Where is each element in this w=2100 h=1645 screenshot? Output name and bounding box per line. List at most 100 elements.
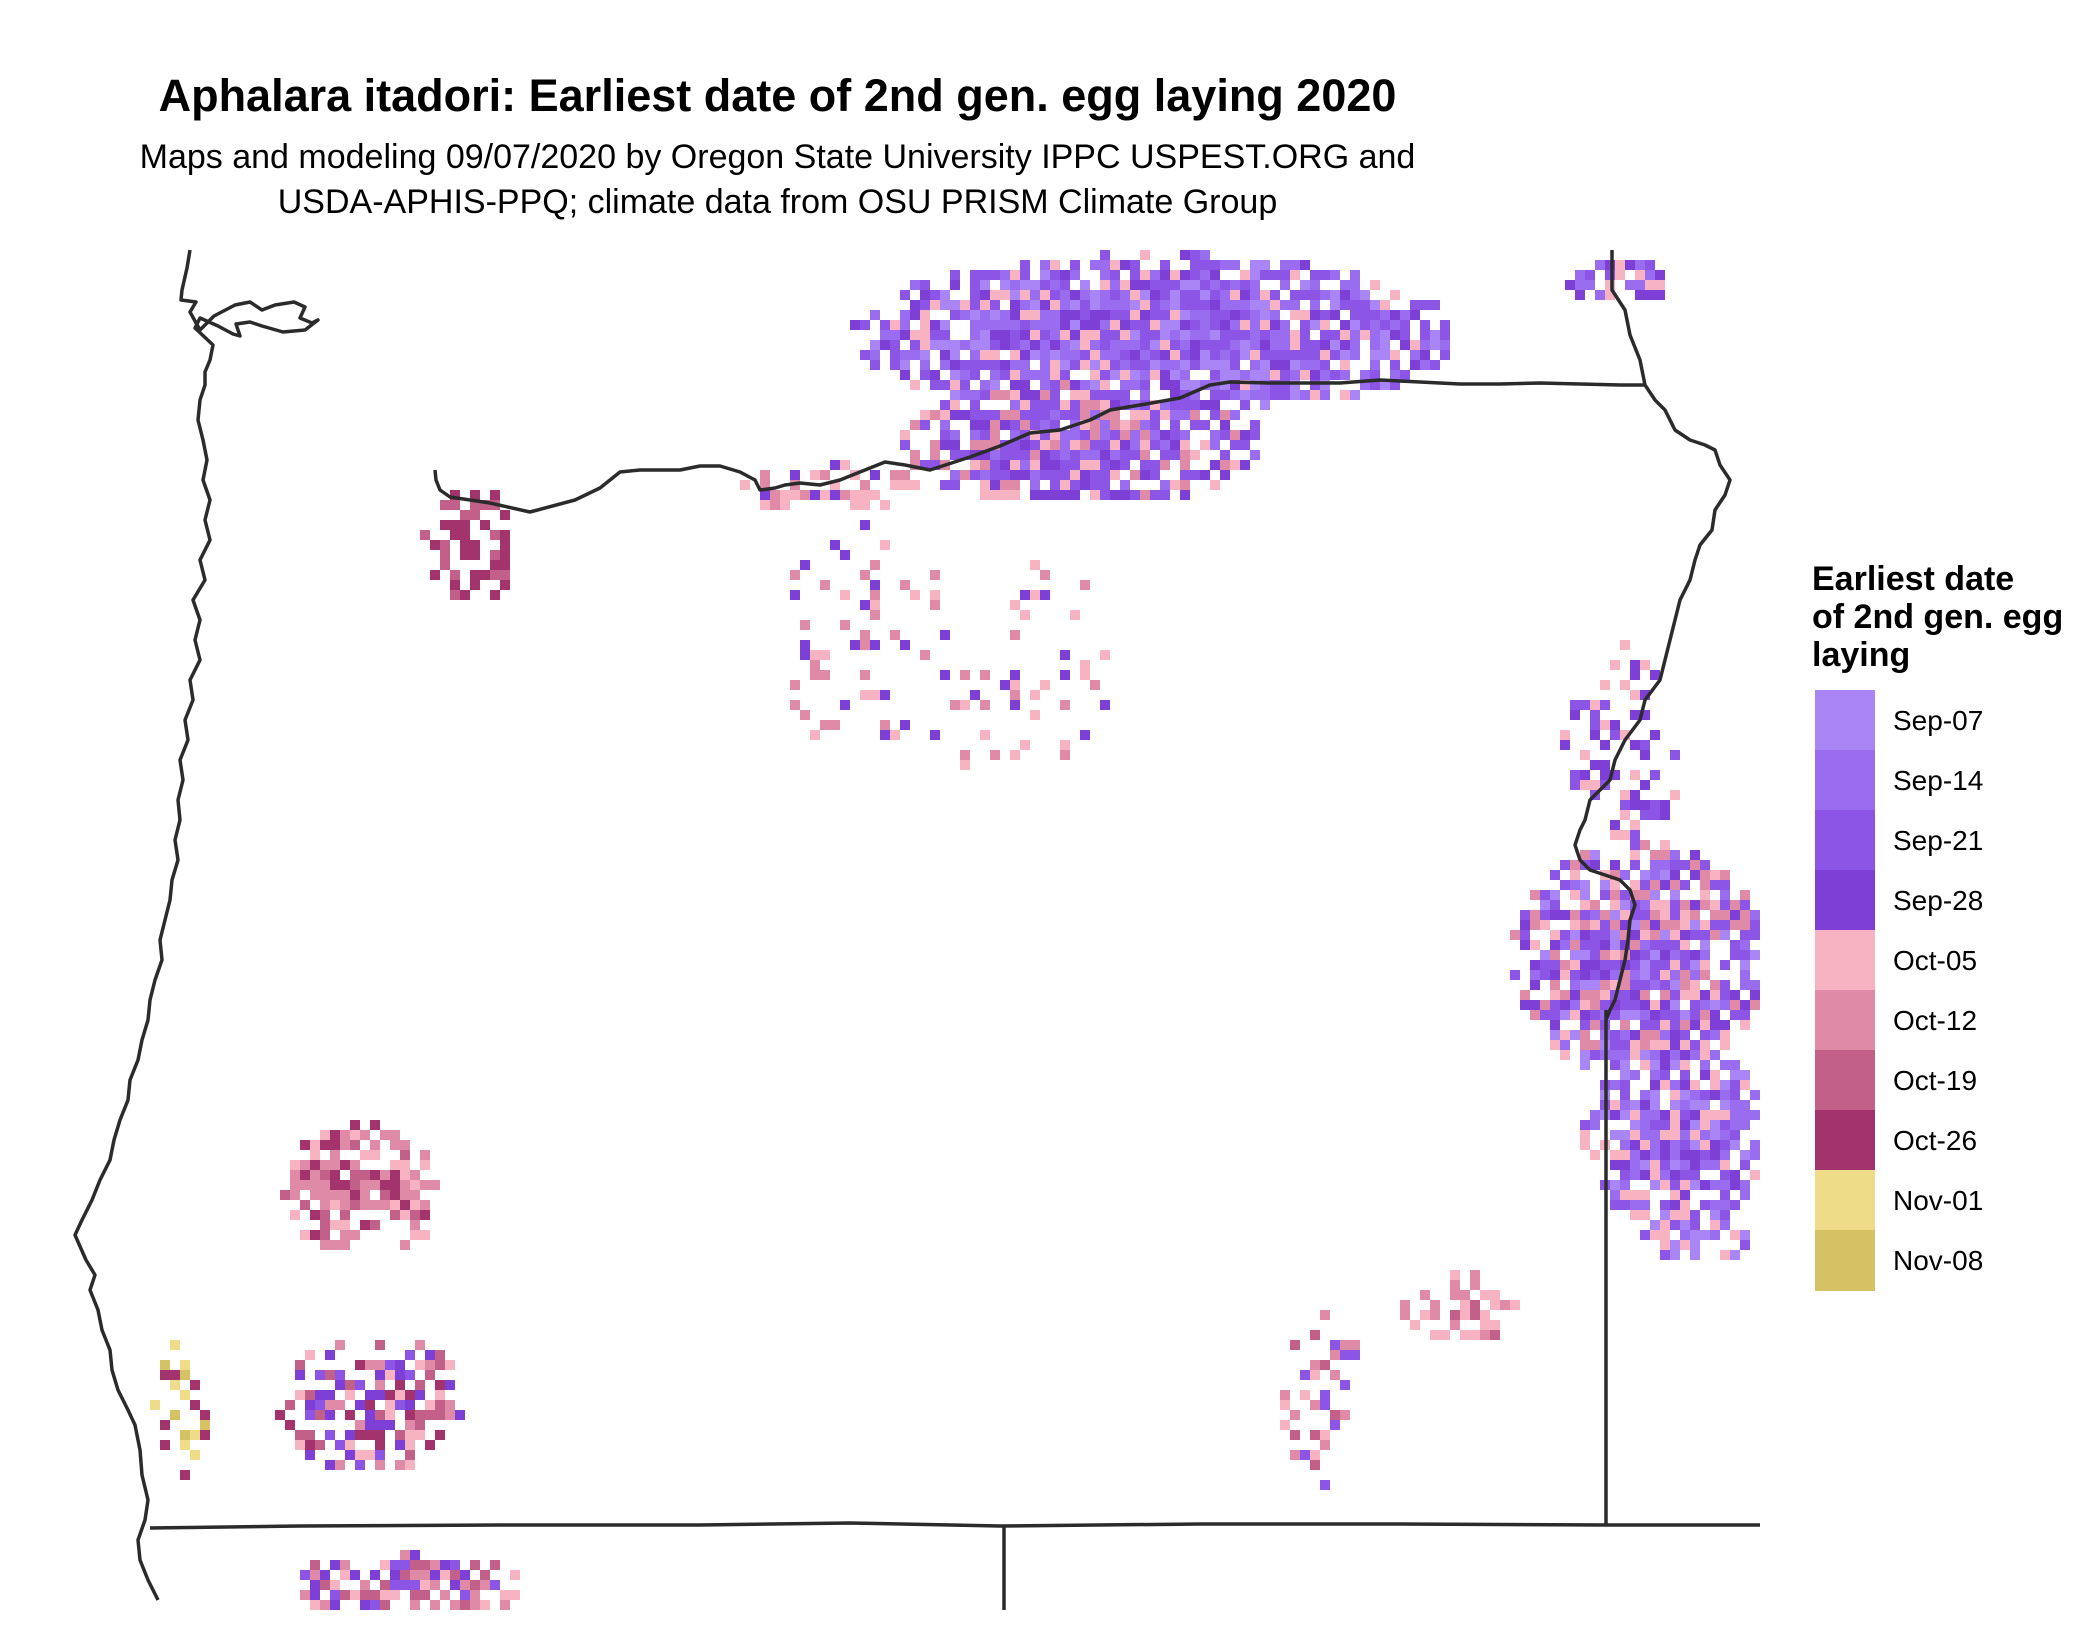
raster-cell <box>1600 760 1610 770</box>
raster-cell <box>300 1230 310 1240</box>
raster-cell <box>1730 990 1740 1000</box>
raster-cell <box>1130 470 1140 480</box>
raster-cell <box>400 1580 410 1590</box>
raster-cell <box>310 1580 320 1590</box>
raster-cell <box>1180 460 1190 470</box>
raster-cell <box>1650 1100 1660 1110</box>
raster-cell <box>970 690 980 700</box>
raster-cell <box>930 600 940 610</box>
raster-cell <box>1620 800 1630 810</box>
raster-cell <box>1540 970 1550 980</box>
raster-cell <box>1630 1150 1640 1160</box>
raster-cell <box>1090 390 1100 400</box>
raster-cell <box>1070 340 1080 350</box>
raster-cell <box>1660 810 1670 820</box>
raster-cell <box>1260 340 1270 350</box>
raster-cell <box>1590 930 1600 940</box>
raster-cell <box>1080 410 1090 420</box>
raster-cell <box>1710 920 1720 930</box>
raster-cell <box>1110 460 1120 470</box>
raster-cell <box>1620 890 1630 900</box>
raster-cell <box>1040 330 1050 340</box>
raster-cell <box>1330 1350 1340 1360</box>
raster-cell <box>910 450 920 460</box>
raster-cell <box>1700 1030 1710 1040</box>
raster-cell <box>1590 1110 1600 1120</box>
raster-cell <box>1370 380 1380 390</box>
raster-cell <box>1730 1100 1740 1110</box>
raster-cell <box>1220 380 1230 390</box>
raster-cell <box>1020 270 1030 280</box>
raster-cell <box>960 340 970 350</box>
raster-cell <box>1750 1110 1760 1120</box>
raster-cell <box>1670 880 1680 890</box>
raster-cell <box>400 1550 410 1560</box>
raster-cell <box>1700 870 1710 880</box>
raster-cell <box>1220 260 1230 270</box>
raster-cell <box>1650 770 1660 780</box>
raster-cell <box>1635 260 1645 270</box>
raster-cell <box>790 590 800 600</box>
raster-cell <box>1090 420 1100 430</box>
raster-cell <box>160 1420 170 1430</box>
raster-cell <box>1730 1070 1740 1080</box>
raster-cell <box>1670 940 1680 950</box>
raster-cell <box>1260 270 1270 280</box>
raster-cell <box>1690 870 1700 880</box>
raster-cell <box>1560 1030 1570 1040</box>
raster-cell <box>1600 960 1610 970</box>
raster-cell <box>1720 930 1730 940</box>
raster-cell <box>1630 770 1640 780</box>
raster-cell <box>425 1440 435 1450</box>
raster-cell <box>910 340 920 350</box>
raster-cell <box>430 1600 440 1610</box>
raster-cell <box>1090 370 1100 380</box>
raster-cell <box>435 1390 445 1400</box>
raster-cell <box>1400 1300 1410 1310</box>
raster-cell <box>1100 650 1110 660</box>
raster-cell <box>340 1160 350 1170</box>
raster-cell <box>1020 330 1030 340</box>
raster-cell <box>1645 290 1655 300</box>
raster-cell <box>1710 990 1720 1000</box>
raster-cell <box>980 320 990 330</box>
raster-cell <box>960 760 970 770</box>
raster-cell <box>1040 400 1050 410</box>
raster-cell <box>900 290 910 300</box>
raster-cell <box>1615 260 1625 270</box>
raster-cell <box>1650 900 1660 910</box>
raster-cell <box>1640 660 1650 670</box>
raster-cell <box>1680 940 1690 950</box>
raster-cell <box>320 1210 330 1220</box>
raster-cell <box>1540 910 1550 920</box>
raster-cell <box>1080 480 1090 490</box>
raster-cell <box>830 540 840 550</box>
raster-cell <box>1030 410 1040 420</box>
raster-cell <box>1670 920 1680 930</box>
raster-cell <box>1740 1020 1750 1030</box>
raster-cell <box>400 1210 410 1220</box>
raster-cell <box>1670 960 1680 970</box>
raster-cell <box>1550 950 1560 960</box>
raster-cell <box>1220 330 1230 340</box>
raster-cell <box>395 1460 405 1470</box>
raster-cell <box>1690 950 1700 960</box>
raster-cell <box>1430 300 1440 310</box>
raster-cell <box>910 280 920 290</box>
raster-cell <box>1645 280 1655 290</box>
raster-cell <box>1130 300 1140 310</box>
raster-cell <box>1670 1130 1680 1140</box>
raster-cell <box>1160 270 1170 280</box>
raster-cell <box>1410 310 1420 320</box>
raster-cell <box>1660 1220 1670 1230</box>
raster-cell <box>1170 390 1180 400</box>
raster-cell <box>1080 380 1090 390</box>
raster-cell <box>1160 330 1170 340</box>
raster-cell <box>360 1580 370 1590</box>
raster-cell <box>1340 390 1350 400</box>
raster-cell <box>1620 1070 1630 1080</box>
raster-cell <box>1000 470 1010 480</box>
raster-cell <box>1640 1150 1650 1160</box>
raster-cell <box>180 1370 190 1380</box>
raster-cell <box>1680 930 1690 940</box>
